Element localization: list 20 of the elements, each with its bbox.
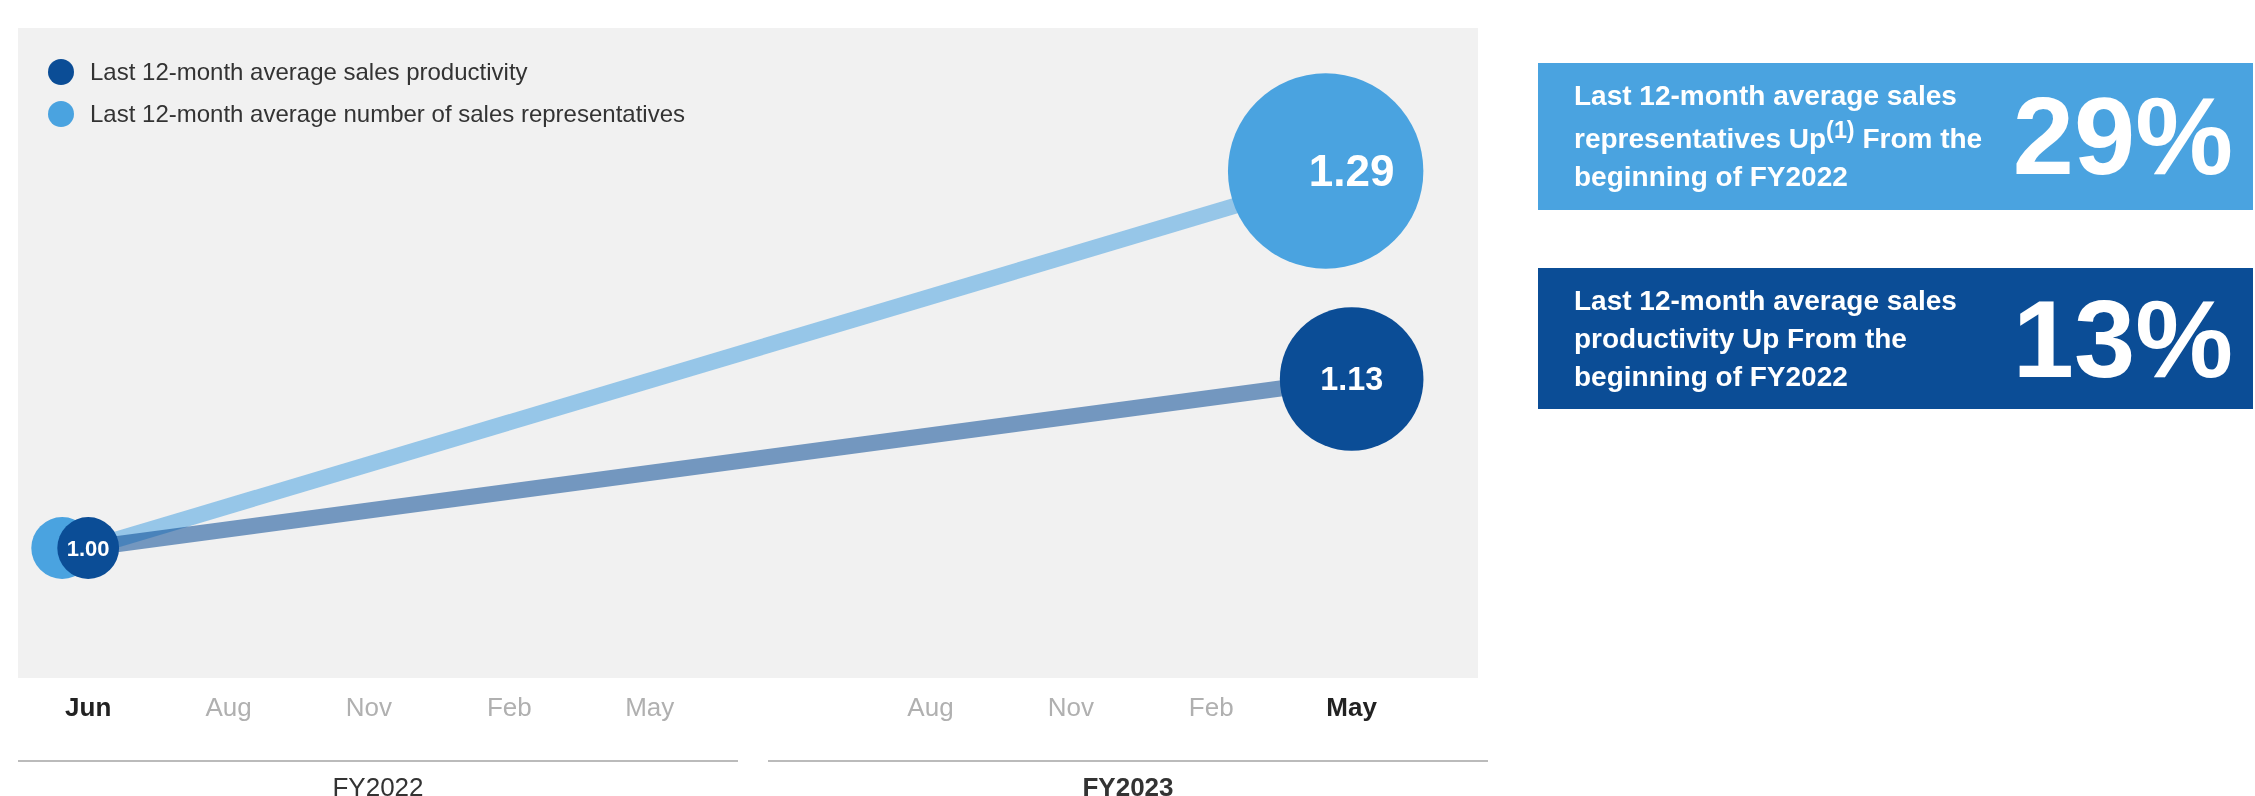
text: Last 12-month average sales productivity Up From the beginning of FY2022	[1574, 284, 1958, 394]
data-label: 1.29	[1308, 146, 1395, 196]
x-tick-label: Feb	[486, 692, 532, 722]
text: 29%	[2012, 74, 2233, 198]
text: FY2023	[768, 760, 1488, 796]
data-label: 1.13	[1320, 361, 1384, 398]
text: 13%	[2012, 276, 2233, 400]
data-label: 1.00	[66, 535, 110, 561]
text: Last 12-month average sales representatives Up$^{(1)}$ From the beginning of FY2022	[1574, 79, 1984, 194]
x-tick-label: Nov	[1047, 692, 1095, 722]
x-tick-label: Nov	[345, 692, 393, 722]
legend-label: Last 12-month average number of sales representatives	[90, 100, 685, 128]
legend-label: Last 12-month average sales productivity	[90, 58, 528, 86]
x-tick-label: Jun	[65, 692, 112, 722]
x-tick-label: May	[625, 692, 675, 722]
text: FY2022	[18, 760, 738, 796]
x-tick-label: Aug	[907, 692, 954, 722]
x-tick-label: Feb	[1188, 692, 1234, 722]
x-tick-label: Aug	[205, 692, 252, 722]
x-tick-label: May	[1326, 692, 1378, 722]
